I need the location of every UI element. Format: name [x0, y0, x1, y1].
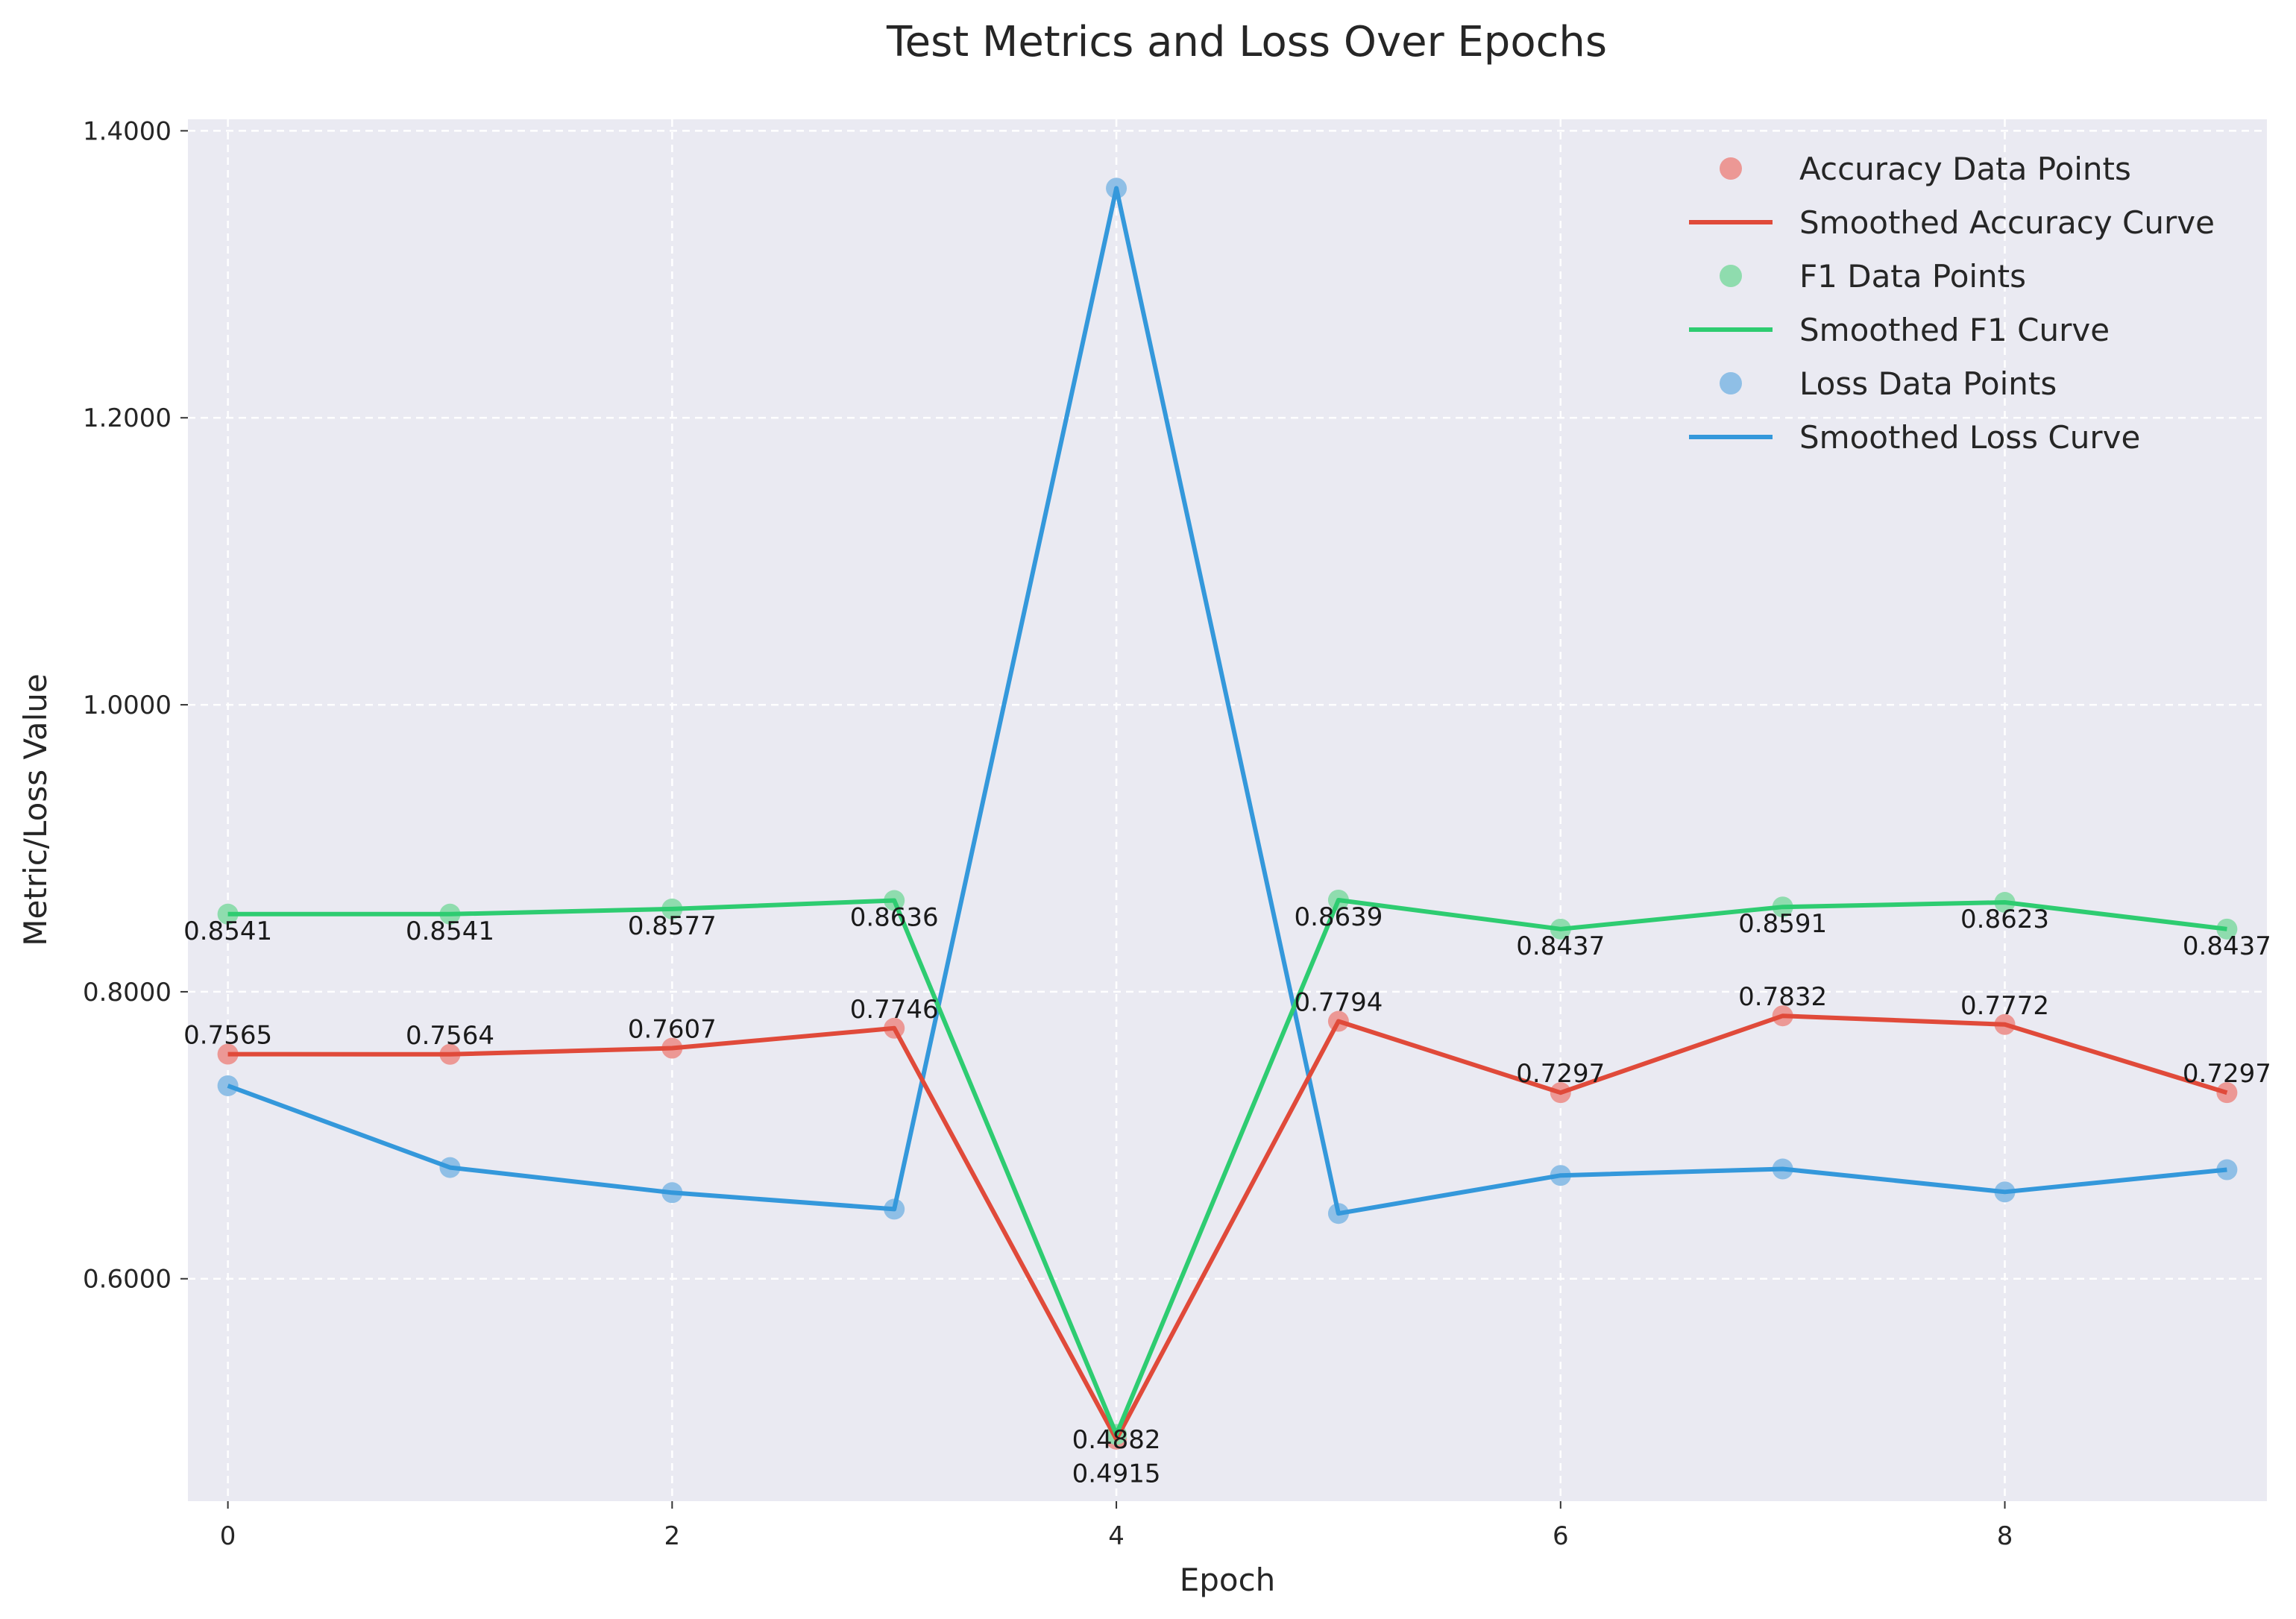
accuracy-data-label: 0.7772 — [1960, 991, 2049, 1021]
f1-data-label: 0.8577 — [628, 911, 717, 941]
accuracy-legend-marker — [1720, 157, 1742, 180]
legend-label: Smoothed Accuracy Curve — [1799, 204, 2215, 241]
accuracy-data-label: 0.7297 — [1516, 1059, 1605, 1089]
legend: Accuracy Data Points Smoothed Accuracy Cu… — [1689, 151, 2215, 456]
loss-legend-marker — [1720, 372, 1742, 394]
accuracy-data-label: 0.7565 — [183, 1021, 272, 1051]
axis-ticks: 0 2 4 6 8 0.6000 0.8000 1.0000 1.2000 1.4000 — [83, 116, 2013, 1551]
accuracy-smoothed-curve — [227, 1013, 2228, 1442]
x-tick-label: 8 — [1997, 1521, 2013, 1551]
loss-smoothed-curve — [227, 186, 2227, 1216]
y-tick-label: 1.4000 — [83, 116, 172, 146]
y-axis-label: Metric/Loss Value — [17, 673, 54, 946]
data-labels: 0.7565 0.7564 0.7607 0.7746 0.4882 0.7794 0.72… — [183, 902, 2271, 1489]
x-tick-label: 6 — [1553, 1521, 1569, 1551]
accuracy-data-label: 0.7297 — [2183, 1059, 2271, 1089]
f1-data-label: 0.8639 — [1294, 902, 1383, 932]
y-tick-label: 1.0000 — [83, 691, 172, 720]
legend-label: Smoothed F1 Curve — [1799, 312, 2110, 348]
f1-data-label: 0.8591 — [1738, 909, 1827, 939]
accuracy-data-label: 0.4882 — [1072, 1425, 1161, 1455]
x-axis-label: Epoch — [1180, 1562, 1276, 1598]
f1-data-label: 0.8541 — [183, 917, 272, 946]
f1-data-label: 0.8437 — [1516, 931, 1605, 961]
x-tick-label: 0 — [220, 1521, 236, 1551]
x-tick-label: 4 — [1108, 1521, 1125, 1551]
accuracy-data-label: 0.7746 — [850, 995, 939, 1025]
f1-data-label: 0.8437 — [2183, 931, 2271, 961]
f1-smoothed-curve — [227, 898, 2227, 1437]
legend-label: Accuracy Data Points — [1799, 151, 2131, 187]
grid — [188, 119, 2267, 1501]
f1-data-label: 0.8623 — [1960, 905, 2049, 934]
accuracy-data-label: 0.7794 — [1294, 988, 1383, 1018]
y-tick-label: 0.6000 — [83, 1265, 172, 1295]
accuracy-data-label: 0.7564 — [406, 1021, 494, 1051]
legend-label: Loss Data Points — [1799, 365, 2057, 402]
legend-label: Smoothed Loss Curve — [1799, 419, 2140, 456]
f1-legend-marker — [1720, 265, 1742, 287]
y-tick-label: 1.2000 — [83, 403, 172, 433]
f1-data-label: 0.4915 — [1072, 1459, 1161, 1489]
legend-label: F1 Data Points — [1799, 258, 2026, 295]
f1-data-label: 0.8636 — [850, 903, 939, 933]
accuracy-data-label: 0.7832 — [1738, 982, 1827, 1012]
y-tick-label: 0.8000 — [83, 978, 172, 1007]
accuracy-data-label: 0.7607 — [628, 1015, 717, 1045]
f1-data-label: 0.8541 — [406, 917, 494, 946]
plot-area — [188, 119, 2267, 1501]
chart-title: Test Metrics and Loss Over Epochs — [886, 18, 1607, 66]
series — [217, 177, 2238, 1450]
x-tick-label: 2 — [664, 1521, 681, 1551]
